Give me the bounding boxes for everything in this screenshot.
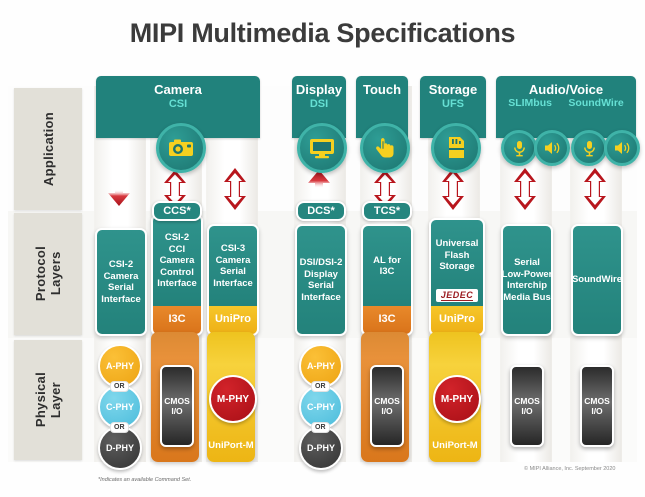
- app-group-display-title: Display: [295, 82, 343, 97]
- protocol-card-csi2-label: CSI-2 Camera Serial Interface: [97, 230, 145, 334]
- arrow-bidirectional-slimbus: [512, 168, 538, 210]
- protocol-card-soundwire-label: SoundWire: [573, 226, 621, 334]
- phy-or-label: OR: [311, 381, 330, 392]
- phy-or-label: OR: [110, 381, 129, 392]
- badge-ccs[interactable]: CCS*: [152, 201, 202, 221]
- microphone-icon: [501, 130, 537, 166]
- memory-card-icon: [431, 123, 481, 173]
- sidebar-label-physical-text: Physical Layer: [33, 372, 63, 428]
- protocol-card-csi2-cci[interactable]: CSI-2 CCI Camera Control Interface I3C: [151, 214, 203, 336]
- badge-tcs[interactable]: TCS*: [362, 201, 412, 221]
- sublayer-i3c: I3C: [153, 306, 201, 334]
- app-group-display-spec: DSI: [309, 98, 329, 110]
- sublayer-i3c: I3C: [363, 306, 411, 334]
- protocol-card-ufs[interactable]: Universal Flash Storage JEDEC UniPro: [429, 218, 485, 336]
- protocol-card-csi3-label: CSI-3 Camera Serial Interface: [209, 226, 257, 306]
- arrow-bidirectional-storage: [440, 168, 466, 210]
- cmos-io-block[interactable]: CMOS I/O: [510, 365, 544, 447]
- phy-circle-d-phy[interactable]: D-PHY: [299, 426, 343, 470]
- protocol-card-al-i3c[interactable]: AL for I3C I3C: [361, 224, 413, 336]
- sublayer-unipro: UniPro: [209, 306, 257, 334]
- badge-dcs[interactable]: DCS*: [296, 201, 346, 221]
- protocol-card-csi2-cci-label: CSI-2 CCI Camera Control Interface: [153, 216, 201, 306]
- app-group-audio-subspec-soundwire: SoundWire: [568, 97, 624, 109]
- app-group-storage-spec: UFS: [442, 98, 464, 110]
- phy-circle-a-phy[interactable]: A-PHY: [98, 344, 142, 388]
- protocol-card-soundwire[interactable]: SoundWire: [571, 224, 623, 336]
- sidebar-label-physical: Physical Layer: [14, 340, 82, 460]
- speaker-icon: [604, 130, 640, 166]
- monitor-icon: [297, 123, 347, 173]
- sublayer-unipro: UniPro: [431, 306, 483, 334]
- arrow-bidirectional-touch: [372, 170, 398, 208]
- app-group-touch-title: Touch: [362, 82, 402, 97]
- protocol-card-ufs-label: Universal Flash Storage JEDEC: [431, 220, 483, 306]
- protocol-card-ufs-title: Universal Flash Storage: [435, 238, 479, 273]
- arrow-bidirectional-soundwire: [582, 168, 608, 210]
- camera-icon: [156, 123, 206, 173]
- sidebar-label-application: Application: [14, 88, 82, 210]
- app-group-camera-title: Camera: [154, 82, 202, 97]
- arrow-bidirectional-csi3: [222, 168, 248, 210]
- phy-or-label: OR: [311, 422, 330, 433]
- microphone-icon: [571, 130, 607, 166]
- app-group-storage-title: Storage: [428, 82, 478, 97]
- cmos-io-block[interactable]: CMOS I/O: [580, 365, 614, 447]
- uniport-m-label: UniPort-M: [432, 440, 478, 451]
- phy-circle-m-phy[interactable]: M-PHY: [433, 375, 481, 423]
- protocol-card-dsi[interactable]: DSI/DSI-2 Display Serial Interface: [295, 224, 347, 336]
- phy-circle-m-phy[interactable]: M-PHY: [209, 375, 257, 423]
- sidebar-label-protocol-text: Protocol Layers: [33, 246, 63, 302]
- app-group-audio-voice-title: Audio/Voice: [528, 82, 604, 97]
- cmos-io-block[interactable]: CMOS I/O: [160, 365, 194, 447]
- arrow-bidirectional-csi2-cci: [162, 170, 188, 208]
- arrow-down-csi2: [106, 168, 132, 208]
- phy-circle-a-phy[interactable]: A-PHY: [299, 344, 343, 388]
- footnote-command-set: *Indicates an available Command Set.: [98, 477, 192, 483]
- protocol-card-slimbus-label: Serial Low-Power Interchip Media Bus: [503, 226, 551, 334]
- uniport-m-label: UniPort-M: [208, 440, 254, 451]
- sidebar-label-application-text: Application: [40, 111, 56, 187]
- jedec-logo: JEDEC: [436, 289, 478, 302]
- arrow-up-dsi: [306, 168, 332, 208]
- protocol-card-csi2[interactable]: CSI-2 Camera Serial Interface: [95, 228, 147, 336]
- cmos-io-block[interactable]: CMOS I/O: [370, 365, 404, 447]
- protocol-card-slimbus[interactable]: Serial Low-Power Interchip Media Bus: [501, 224, 553, 336]
- phy-or-label: OR: [110, 422, 129, 433]
- app-group-camera-spec: CSI: [168, 98, 188, 110]
- protocol-card-dsi-label: DSI/DSI-2 Display Serial Interface: [297, 226, 345, 334]
- page-title: MIPI Multimedia Specifications: [129, 18, 516, 48]
- speaker-icon: [534, 130, 570, 166]
- app-group-audio-voice[interactable]: Audio/Voice SLIMbus SoundWire: [496, 76, 636, 138]
- touch-hand-icon: [360, 123, 410, 173]
- sidebar-label-protocol: Protocol Layers: [14, 213, 82, 335]
- jedec-logo-text: JEDEC: [440, 290, 474, 301]
- app-group-audio-subspec-slimbus: SLIMbus: [508, 97, 552, 109]
- protocol-card-csi3[interactable]: CSI-3 Camera Serial Interface UniPro: [207, 224, 259, 336]
- footnote-copyright: © MIPI Alliance, Inc. September 2020: [524, 466, 616, 472]
- protocol-card-al-i3c-label: AL for I3C: [363, 226, 411, 306]
